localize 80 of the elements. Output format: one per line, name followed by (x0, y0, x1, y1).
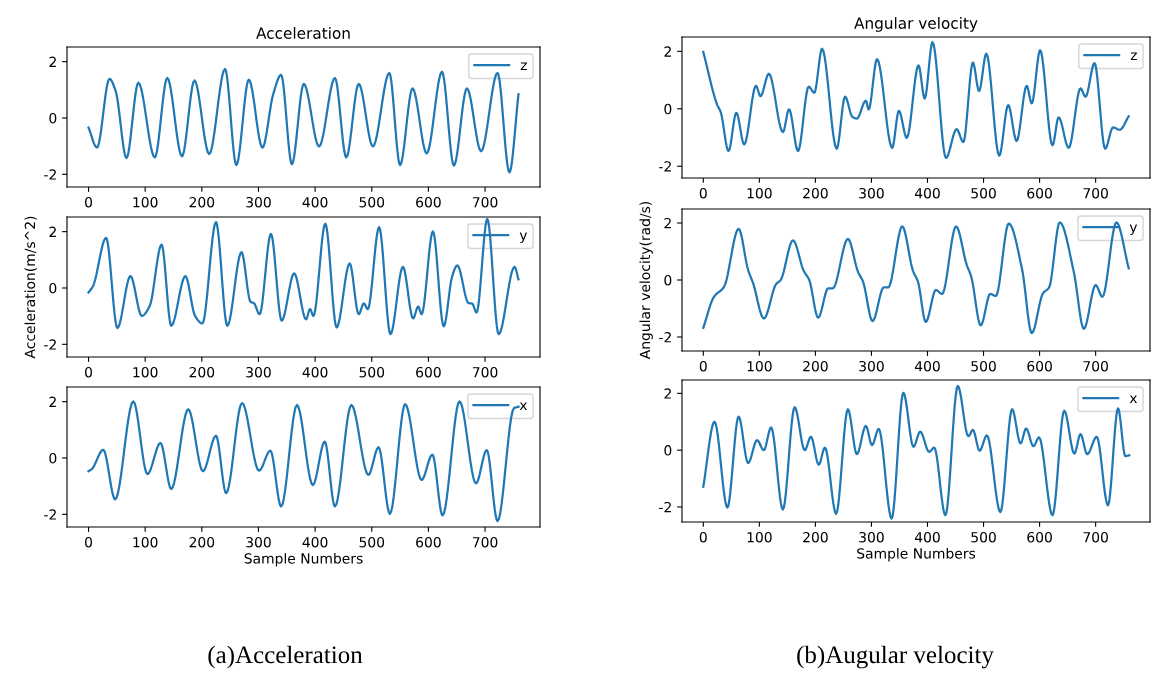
x-axis-title: Sample Numbers (244, 552, 363, 567)
y-tick-label: -2 (44, 339, 56, 350)
legend-label: y (519, 232, 528, 243)
x-tick-label: 500 (971, 187, 996, 199)
y-tick-label: 2 (664, 217, 671, 229)
legend-label: z (520, 62, 527, 71)
y-tick-label: -2 (659, 161, 671, 172)
x-tick-label: 200 (189, 536, 215, 548)
x-tick-label: 100 (133, 536, 158, 548)
x-tick-label: 100 (747, 531, 772, 543)
y-tick-label: 0 (49, 282, 57, 294)
x-tick-label: 700 (1083, 531, 1108, 543)
x-tick-label: 500 (359, 366, 385, 378)
x-tick-label: 600 (416, 366, 441, 378)
y-tick-label: 2 (49, 396, 56, 407)
x-tick-label: 400 (914, 531, 940, 543)
x-tick-label: 700 (472, 196, 498, 208)
x-tick-label: 700 (1083, 360, 1108, 372)
y-tick-label: -2 (44, 169, 56, 180)
x-tick-label: 600 (416, 196, 441, 208)
x-tick-label: 200 (803, 360, 828, 372)
x-tick-label: 100 (133, 196, 158, 208)
x-tick-label: 300 (859, 531, 884, 543)
x-tick-label: 400 (914, 360, 940, 372)
y-tick-label: 0 (664, 274, 672, 286)
x-tick-label: 600 (1027, 360, 1052, 372)
y-axis-title: Acceleration(m/s^2) (24, 216, 37, 359)
y-tick-label: 0 (49, 112, 57, 124)
x-tick-label: 300 (859, 187, 884, 199)
x-tick-label: 700 (1083, 187, 1108, 199)
x-tick-label: 0 (85, 366, 93, 378)
text: (a)Acceleration (208, 645, 363, 669)
x-axis-title: Sample Numbers (857, 547, 976, 562)
y-tick-label: 0 (49, 452, 57, 464)
legend-label: x (1129, 395, 1138, 404)
x-tick-label: 100 (747, 187, 772, 199)
x-tick-label: 500 (971, 360, 996, 372)
y-tick-label: -2 (659, 332, 671, 343)
x-tick-label: 100 (133, 366, 158, 378)
chart-title: Acceleration (256, 27, 350, 39)
x-tick-label: 600 (1027, 531, 1052, 543)
x-tick-label: 300 (246, 366, 271, 378)
x-tick-label: 600 (416, 536, 441, 548)
text: (b)Augular velocity (797, 645, 994, 669)
x-tick-label: 200 (189, 366, 215, 378)
x-tick-label: 700 (472, 536, 498, 548)
x-tick-label: 300 (246, 536, 271, 548)
x-tick-label: 500 (359, 196, 385, 208)
legend-label: z (1130, 52, 1137, 61)
x-tick-label: 400 (914, 187, 940, 199)
y-tick-label: 2 (664, 388, 671, 399)
x-tick-label: 200 (803, 531, 828, 543)
x-tick-label: 300 (859, 360, 884, 372)
x-tick-label: 700 (472, 366, 498, 378)
y-tick-label: 0 (664, 445, 672, 456)
x-tick-label: 400 (302, 536, 328, 548)
x-tick-label: 0 (85, 196, 93, 208)
y-tick-label: 2 (49, 226, 56, 237)
legend-label: x (519, 402, 528, 411)
legend-label: y (1129, 224, 1138, 235)
y-tick-label: 2 (49, 56, 56, 67)
y-tick-label: -2 (659, 501, 671, 513)
y-tick-label: 2 (664, 46, 671, 57)
x-tick-label: 200 (189, 196, 215, 208)
x-tick-label: 600 (1027, 187, 1052, 199)
chart-title: Angular velocity (854, 17, 978, 32)
y-axis-title: Angular velocity(rad/s) (639, 201, 653, 360)
y-tick-label: -2 (44, 509, 56, 520)
x-tick-label: 200 (803, 187, 828, 199)
x-tick-label: 400 (302, 366, 328, 378)
x-tick-label: 0 (699, 360, 707, 372)
x-tick-label: 400 (302, 196, 328, 208)
x-tick-label: 500 (359, 536, 385, 548)
y-tick-label: 0 (664, 103, 672, 115)
x-tick-label: 500 (971, 531, 996, 543)
x-tick-label: 100 (747, 360, 772, 372)
x-tick-label: 0 (85, 536, 93, 548)
x-tick-label: 0 (699, 187, 707, 199)
x-tick-label: 0 (699, 531, 707, 543)
x-tick-label: 300 (246, 196, 271, 208)
